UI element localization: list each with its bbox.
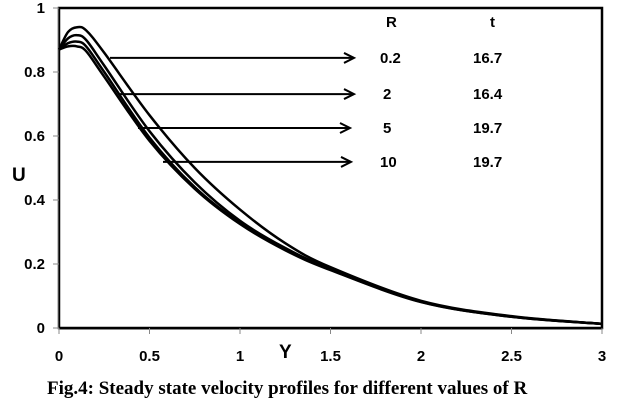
x-tick-label: 1.5 [320, 348, 341, 365]
legend-t-value: 19.7 [473, 120, 502, 137]
legend-r-value: 10 [380, 154, 397, 171]
arrows [110, 52, 357, 168]
legend-r-value: 0.2 [380, 50, 401, 67]
arrow-head [339, 122, 353, 134]
y-tick-label: 0.4 [24, 192, 46, 209]
y-tick-label: 0.6 [24, 128, 45, 145]
figure-caption: Fig.4: Steady state velocity profiles fo… [47, 378, 527, 399]
x-tick-label: 3 [598, 348, 606, 365]
legend-r-value: 2 [383, 86, 391, 103]
legend-header-r: R [386, 14, 397, 31]
legend-header-t: t [490, 14, 495, 31]
legend-t-value: 16.4 [473, 86, 503, 103]
y-tick-label: 1 [37, 0, 45, 17]
arrow-head [343, 52, 357, 64]
series-line-2 [58, 33, 603, 326]
arrow-head [340, 156, 354, 168]
x-tick-label: 0 [55, 348, 63, 365]
x-tick-label: 1 [236, 348, 244, 365]
legend-t-value: 16.7 [473, 50, 502, 67]
plot-frame [57, 6, 604, 330]
legend: R t 0.2 16.7 2 16.4 5 19.7 10 19.7 [380, 14, 503, 171]
y-tick-label: 0.8 [24, 64, 45, 81]
legend-t-value: 19.7 [473, 154, 502, 171]
x-axis-title: Y [279, 342, 292, 363]
y-tick-label: 0.2 [24, 256, 45, 273]
series-line-4 [58, 44, 603, 326]
legend-r-value: 5 [383, 120, 391, 137]
y-axis-title: U [12, 165, 26, 186]
curves [57, 25, 603, 326]
x-tick-label: 2.5 [501, 348, 522, 365]
series-line-3 [58, 40, 603, 326]
x-tick-label: 2 [417, 348, 425, 365]
series-line-1 [57, 25, 603, 326]
axes: 00.20.40.60.810 0.5 1 1.5 2 2.5 3 [24, 0, 606, 365]
x-tick-label: 0.5 [139, 348, 160, 365]
arrow-head [343, 88, 357, 100]
y-tick-label: 0 [37, 320, 45, 337]
